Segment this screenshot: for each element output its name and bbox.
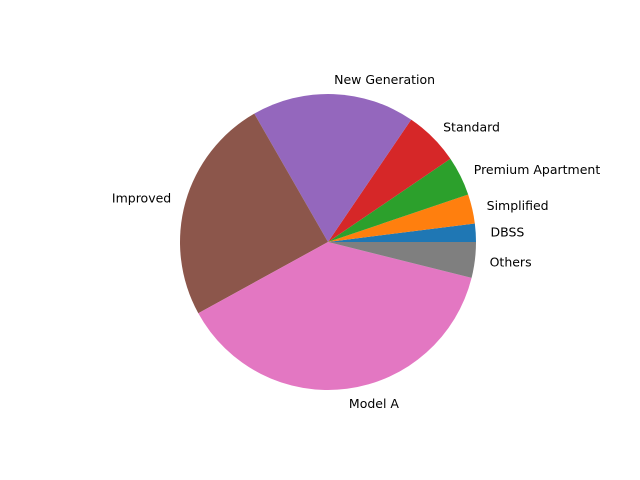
pie-slice-new-generation bbox=[254, 93, 412, 242]
labels-layer: DBSS Simplified Premium Apartment Standard N… bbox=[112, 72, 600, 411]
pie-slice-standard bbox=[328, 119, 451, 242]
slice-label-improved: Improved bbox=[112, 191, 171, 206]
slice-label-new-generation: New Generation bbox=[334, 72, 435, 87]
pie-slice-simplified bbox=[328, 194, 475, 242]
slice-label-standard: Standard bbox=[443, 119, 500, 134]
slice-label-premium-apartment: Premium Apartment bbox=[474, 162, 601, 177]
pie-slice-model-a bbox=[198, 242, 472, 390]
slices-layer bbox=[180, 93, 476, 390]
pie-slice-dbss bbox=[328, 223, 476, 242]
pie-slice-premium-apartment bbox=[328, 158, 469, 242]
slice-label-others: Others bbox=[490, 254, 532, 269]
slice-label-simplified: Simplified bbox=[487, 198, 549, 213]
pie-slice-improved bbox=[180, 113, 328, 314]
slice-label-model-a: Model A bbox=[349, 396, 400, 411]
pie-slice-others bbox=[328, 242, 476, 278]
slice-label-dbss: DBSS bbox=[490, 224, 524, 239]
